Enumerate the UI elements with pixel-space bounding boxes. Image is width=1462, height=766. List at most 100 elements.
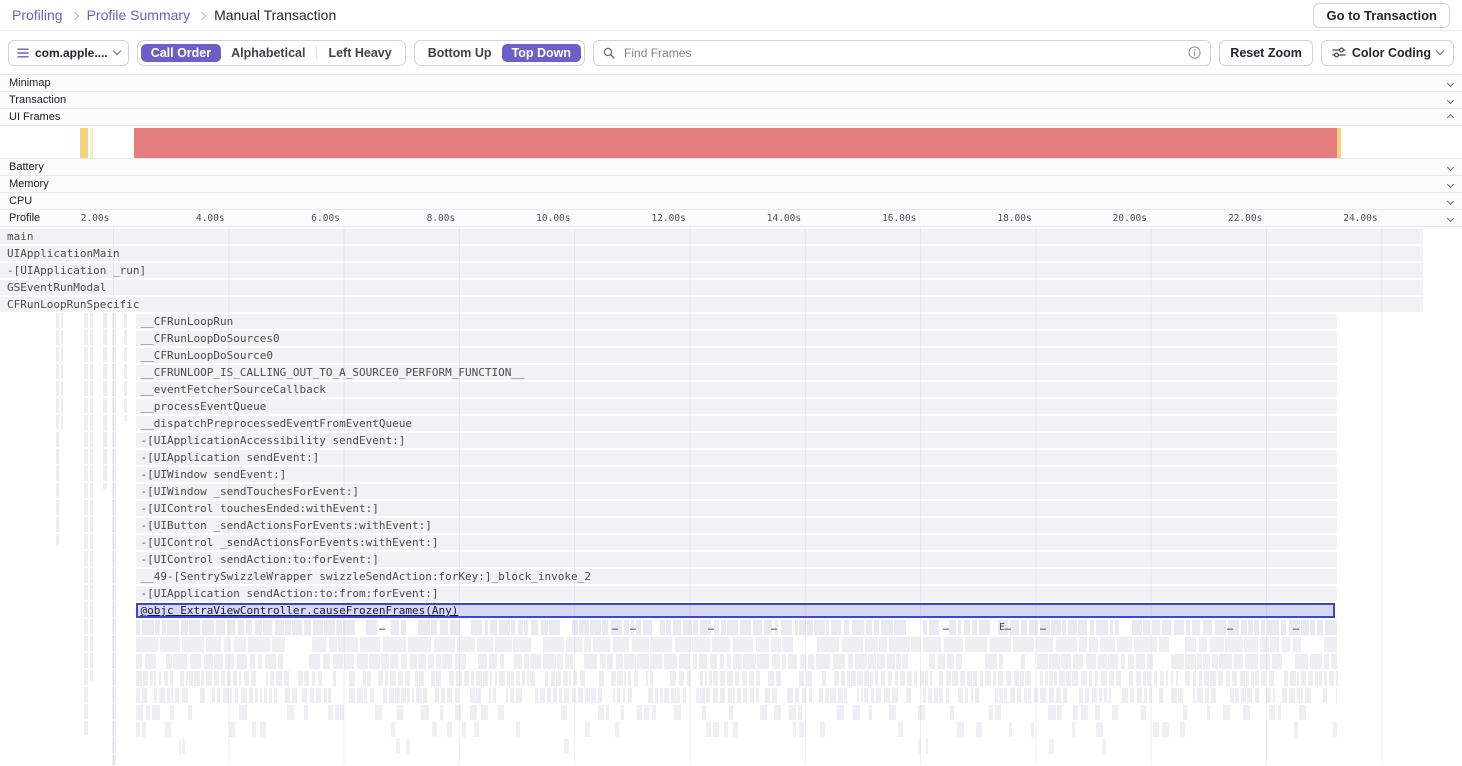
flame-frame-small[interactable] — [1159, 637, 1170, 652]
flame-frame-small[interactable] — [292, 688, 297, 703]
flame-frame-small[interactable] — [593, 637, 611, 652]
direction-bottom-up-button[interactable]: Bottom Up — [427, 45, 492, 60]
flame-frame-small[interactable] — [507, 671, 510, 686]
flame-frame-small[interactable] — [917, 705, 925, 720]
flame-frame-small[interactable] — [1241, 688, 1246, 703]
flame-frame-small[interactable] — [808, 654, 815, 669]
flame-frame-small[interactable] — [1089, 671, 1093, 686]
flame-frame-small[interactable] — [449, 620, 460, 635]
flame-frame-small[interactable] — [1049, 671, 1053, 686]
flame-frame-small[interactable] — [569, 671, 572, 686]
flame-frame-small[interactable] — [875, 671, 879, 686]
flame-frame-small[interactable] — [1184, 637, 1197, 652]
flame-frame-small[interactable] — [900, 671, 906, 686]
flame-frame-small[interactable] — [927, 688, 933, 703]
flame-frame-small[interactable] — [874, 620, 879, 635]
flame-frame-small[interactable] — [540, 620, 549, 635]
flame-frame-small[interactable] — [1246, 671, 1250, 686]
flame-frame-small[interactable] — [678, 671, 685, 686]
flame-frame-small[interactable] — [400, 688, 406, 703]
flame-frame-small[interactable] — [1115, 671, 1121, 686]
flame-frame-small[interactable] — [254, 620, 262, 635]
flame-frame-small[interactable] — [1143, 620, 1151, 635]
flame-frame-small[interactable] — [911, 637, 921, 652]
flame-frame-small[interactable] — [285, 688, 291, 703]
flame-frame-small[interactable] — [782, 637, 793, 652]
flame-frame-small[interactable] — [798, 722, 804, 737]
flame-frame-small[interactable] — [631, 620, 635, 635]
flame-frame-small[interactable] — [1108, 671, 1114, 686]
flame-frame-small[interactable] — [964, 620, 971, 635]
flame-frame-small[interactable] — [891, 688, 898, 703]
flame-frame-small[interactable] — [919, 671, 924, 686]
flame-frame-small[interactable] — [216, 688, 220, 703]
flame-frame-small[interactable] — [1244, 654, 1259, 669]
flame-frame-small[interactable] — [304, 705, 308, 720]
flame-frame-small[interactable] — [637, 705, 643, 720]
flame-frame-small[interactable] — [939, 688, 943, 703]
flame-frame-small[interactable] — [1289, 671, 1296, 686]
flame-stack-sliver[interactable] — [112, 313, 116, 765]
flame-frame-small[interactable] — [821, 671, 827, 686]
flame-frame[interactable]: __CFRunLoopRun — [135, 314, 1337, 329]
flame-frame-small[interactable] — [1051, 620, 1062, 635]
flame-frame-small[interactable] — [406, 688, 411, 703]
flame-frame-small[interactable] — [1107, 654, 1119, 669]
flame-frame-small[interactable] — [1073, 654, 1083, 669]
flame-frame-small[interactable] — [1270, 637, 1280, 652]
flame-frame-small[interactable] — [272, 637, 285, 652]
flame-frame-small[interactable] — [1289, 688, 1295, 703]
flame-frame-small[interactable] — [340, 705, 345, 720]
flame-frame-small[interactable] — [511, 671, 515, 686]
flame-frame-small[interactable] — [1027, 688, 1031, 703]
flame-frame-small[interactable] — [505, 688, 509, 703]
flame-frame-small[interactable] — [1117, 637, 1132, 652]
flame-frame-small[interactable] — [1240, 620, 1247, 635]
flame-frame-small[interactable] — [675, 637, 691, 652]
flame-frame-small[interactable] — [998, 620, 1008, 635]
flame-frame-small[interactable] — [666, 620, 671, 635]
flame-frame-small[interactable] — [617, 688, 621, 703]
flame-frame-small[interactable] — [801, 688, 807, 703]
flame-frame-small[interactable] — [645, 671, 649, 686]
flame-frame-small[interactable] — [415, 688, 422, 703]
flame-frame-small[interactable] — [401, 654, 408, 669]
flame-frame-small[interactable] — [972, 620, 978, 635]
flame-frame-small[interactable] — [1062, 620, 1067, 635]
flame-frame-small[interactable] — [958, 688, 964, 703]
flame-frame-small[interactable] — [230, 688, 233, 703]
flame-frame-small[interactable] — [1109, 620, 1114, 635]
flame-frame-small[interactable] — [249, 654, 256, 669]
flame-frame-small[interactable] — [167, 620, 180, 635]
flame-frame-small[interactable] — [160, 637, 181, 652]
flame-frame-small[interactable] — [830, 620, 842, 635]
flame-frame-small[interactable] — [146, 705, 151, 720]
ui-frame-bar[interactable] — [1337, 128, 1341, 158]
flame-frame-small[interactable] — [448, 671, 454, 686]
flame-frame-small[interactable] — [1030, 722, 1034, 737]
flame-frame-small[interactable] — [236, 654, 247, 669]
flame-frame-small[interactable] — [1255, 688, 1259, 703]
flame-frame-small[interactable] — [1185, 671, 1191, 686]
flame-frame-small[interactable] — [700, 620, 712, 635]
flame-frame-small[interactable] — [1281, 620, 1287, 635]
flame-frame[interactable]: UIApplicationMain — [0, 246, 1423, 261]
ui-frames-track[interactable] — [0, 126, 1462, 159]
flame-frame-small[interactable] — [390, 620, 399, 635]
flame-frame-small[interactable] — [1203, 671, 1209, 686]
flame-frame-small[interactable] — [830, 688, 836, 703]
flame-frame-small[interactable] — [1301, 620, 1309, 635]
flame-frame-small[interactable] — [144, 654, 156, 669]
flame-frame-small[interactable] — [1004, 688, 1008, 703]
flame-frame-small[interactable] — [498, 705, 504, 720]
flame-frame-small[interactable] — [806, 620, 813, 635]
flame-frame-small[interactable] — [1268, 705, 1276, 720]
flame-frame-small[interactable] — [1008, 722, 1012, 737]
flame-frame-small[interactable] — [214, 671, 219, 686]
flame-frame-small[interactable] — [950, 705, 954, 720]
flame-frame-small[interactable] — [1085, 654, 1097, 669]
flame-frame-small[interactable] — [1329, 671, 1334, 686]
flame-frame-small[interactable] — [1323, 637, 1337, 652]
flame-frame-small[interactable] — [841, 637, 863, 652]
flame-frame-small[interactable] — [1295, 654, 1309, 669]
